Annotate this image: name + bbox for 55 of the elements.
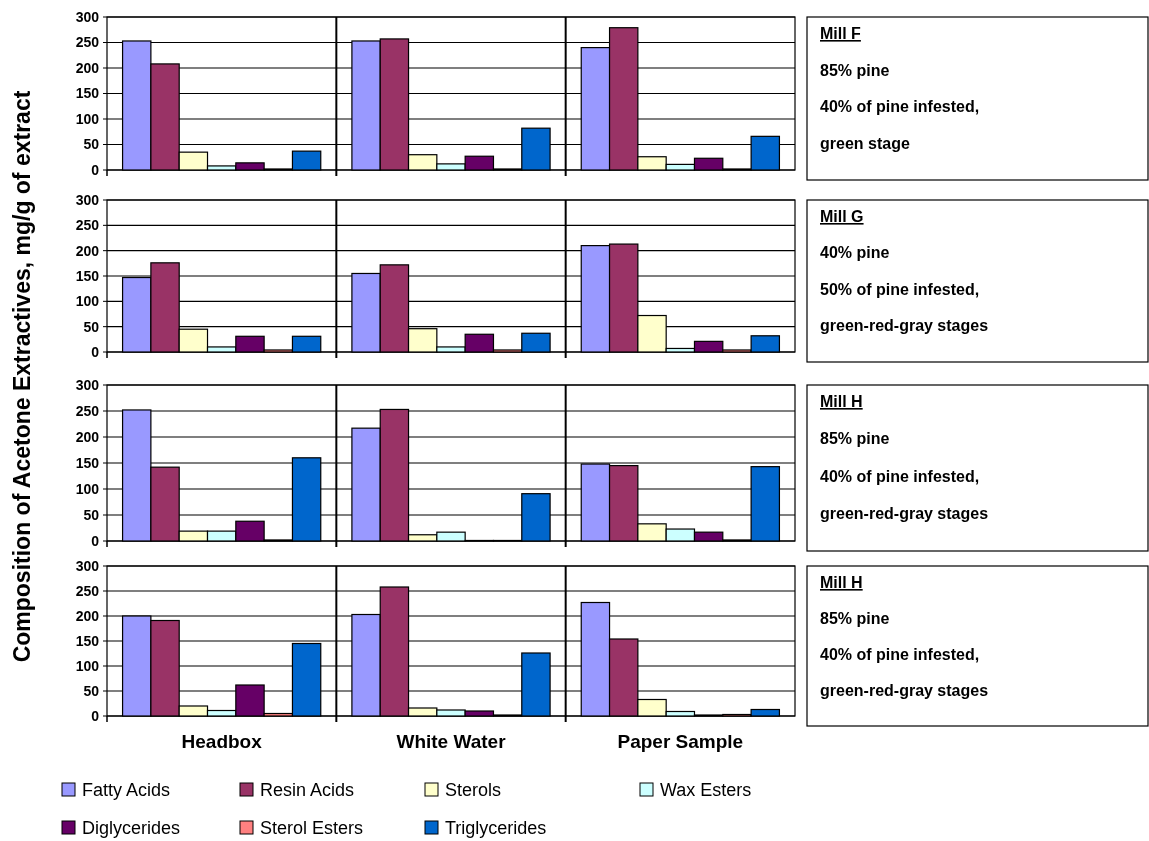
text: green-red-gray stages — [820, 682, 989, 699]
text: 85% pine — [820, 610, 890, 627]
y-tick-label: 250 — [75, 402, 100, 419]
y-tick-label: 300 — [75, 557, 100, 574]
text: Mill H — [820, 393, 863, 410]
text: 40% pine — [820, 244, 890, 262]
y-tick-label: 300 — [75, 191, 100, 208]
y-tick-label: 250 — [75, 217, 100, 234]
y-tick-label: 0 — [91, 707, 100, 724]
y-tick-label: 50 — [83, 506, 100, 523]
y-tick-label: 200 — [75, 242, 100, 259]
text: Mill F — [820, 25, 862, 42]
y-tick-label: 0 — [91, 161, 100, 178]
y-tick-label: 300 — [75, 8, 100, 25]
y-tick-label: 200 — [75, 59, 100, 76]
text: Mill H — [820, 574, 863, 591]
legend-label: Triglycerides — [445, 818, 547, 839]
text: 40% of pine infested, — [820, 98, 980, 116]
y-tick-label: 150 — [75, 632, 100, 649]
text: 50% of pine infested, — [820, 280, 980, 298]
y-tick-label: 50 — [83, 682, 100, 699]
y-tick-label: 250 — [75, 34, 100, 51]
legend-label: Fatty Acids — [82, 780, 171, 801]
legend-label: Sterols — [445, 780, 502, 801]
y-tick-label: 100 — [75, 110, 100, 127]
x-tick-label: White Water — [396, 731, 507, 752]
y-tick-label: 0 — [91, 532, 100, 549]
text: 85% pine — [820, 61, 890, 79]
y-axis-title: Composition of Acetone Extractives, mg/g of extract — [9, 90, 35, 663]
y-tick-label: 150 — [75, 454, 100, 471]
y-tick-label: 50 — [83, 318, 100, 335]
legend-label: Diglycerides — [82, 818, 181, 839]
y-tick-label: 300 — [75, 376, 100, 393]
y-tick-label: 100 — [75, 480, 100, 497]
text: green-red-gray stages — [820, 317, 989, 335]
text: Mill G — [820, 208, 864, 225]
y-tick-label: 150 — [75, 267, 100, 284]
text: green-red-gray stages — [820, 505, 989, 523]
y-tick-label: 100 — [75, 657, 100, 674]
y-tick-label: 0 — [91, 343, 100, 360]
x-tick-label: Headbox — [181, 731, 263, 752]
y-tick-label: 250 — [75, 582, 100, 599]
x-tick-label: Paper Sample — [617, 731, 744, 752]
text: green stage — [820, 135, 910, 153]
text: 40% of pine infested, — [820, 467, 980, 485]
y-tick-label: 200 — [75, 607, 100, 624]
y-tick-label: 50 — [83, 136, 100, 153]
y-tick-label: 200 — [75, 428, 100, 445]
y-tick-label: 150 — [75, 85, 100, 102]
text: 40% of pine infested, — [820, 646, 980, 663]
legend-label: Wax Esters — [660, 780, 752, 801]
y-tick-label: 100 — [75, 293, 100, 310]
legend-label: Sterol Esters — [260, 818, 364, 839]
legend-label: Resin Acids — [260, 780, 355, 801]
text: 85% pine — [820, 430, 890, 448]
